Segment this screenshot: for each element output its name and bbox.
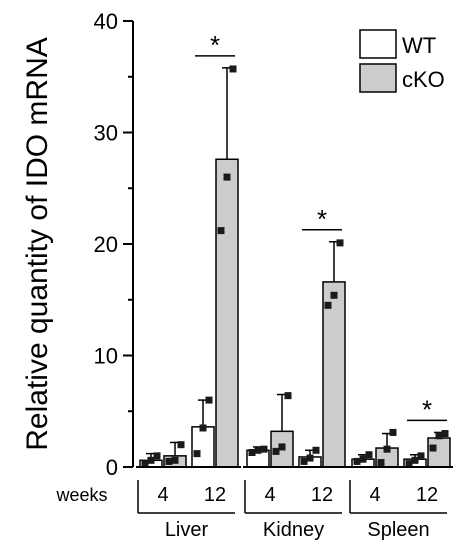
- data-point: [429, 444, 437, 452]
- data-point: [260, 445, 268, 453]
- data-point: [383, 445, 391, 453]
- data-point: [272, 447, 280, 455]
- data-point: [177, 441, 185, 449]
- legend-swatch-cko: [359, 63, 397, 93]
- data-point: [417, 452, 425, 460]
- y-axis: 0 10 20 30 40: [94, 9, 134, 480]
- data-points: [141, 65, 449, 468]
- legend: WT cKO: [359, 29, 445, 93]
- data-point: [254, 446, 262, 454]
- week-label: 12: [311, 484, 333, 506]
- data-point: [205, 396, 213, 404]
- data-point: [324, 301, 332, 309]
- data-point: [365, 451, 373, 459]
- data-point: [171, 456, 179, 464]
- data-point: [441, 430, 449, 438]
- week-label: 4: [369, 484, 380, 506]
- bar-cko: [427, 437, 451, 468]
- data-point: [278, 443, 286, 451]
- bar-cko: [322, 281, 346, 468]
- week-label: 12: [204, 484, 226, 506]
- significance-markers: * * *: [195, 30, 447, 424]
- data-point: [389, 428, 397, 436]
- data-point: [377, 459, 385, 467]
- y-tick-label: 40: [94, 9, 118, 34]
- significance-star: *: [422, 394, 432, 424]
- bar-cko: [215, 158, 239, 468]
- data-point: [248, 449, 256, 457]
- y-tick-label: 10: [94, 344, 118, 369]
- y-tick-label: 0: [106, 455, 118, 480]
- y-tick-label: 30: [94, 121, 118, 146]
- data-point: [284, 392, 292, 400]
- tissue-label: Liver: [165, 519, 209, 541]
- bars: [139, 67, 451, 468]
- legend-label-wt: WT: [402, 33, 436, 58]
- data-point: [405, 460, 413, 468]
- data-point: [359, 455, 367, 463]
- bar-wt: [191, 426, 215, 468]
- tissue-label: Spleen: [367, 519, 429, 541]
- significance-star: *: [210, 30, 220, 60]
- data-point: [411, 456, 419, 464]
- data-point: [312, 446, 320, 454]
- week-label: 4: [157, 484, 168, 506]
- data-point: [353, 457, 361, 465]
- data-point: [336, 239, 344, 247]
- data-point: [217, 227, 225, 235]
- week-label: 12: [416, 484, 438, 506]
- data-point: [147, 456, 155, 464]
- x-axis: 4 12 Liver 4 12 Kidney 4 12 Spleen: [136, 466, 453, 541]
- data-point: [153, 452, 161, 460]
- data-point: [306, 454, 314, 462]
- legend-swatch-wt: [359, 29, 397, 59]
- data-point: [193, 450, 201, 458]
- data-point: [300, 457, 308, 465]
- data-point: [229, 65, 237, 73]
- data-point: [141, 460, 149, 468]
- data-point: [330, 291, 338, 299]
- legend-label-cko: cKO: [402, 67, 445, 92]
- x-row-label-weeks: weeks: [55, 485, 107, 505]
- week-label: 4: [264, 484, 275, 506]
- significance-star: *: [317, 204, 327, 234]
- data-point: [199, 424, 207, 432]
- data-point: [435, 432, 443, 440]
- data-point: [223, 173, 231, 181]
- y-axis-title: Relative quantity of IDO mRNA: [21, 37, 54, 450]
- y-tick-label: 20: [94, 232, 118, 257]
- tissue-label: Kidney: [263, 519, 324, 541]
- data-point: [165, 457, 173, 465]
